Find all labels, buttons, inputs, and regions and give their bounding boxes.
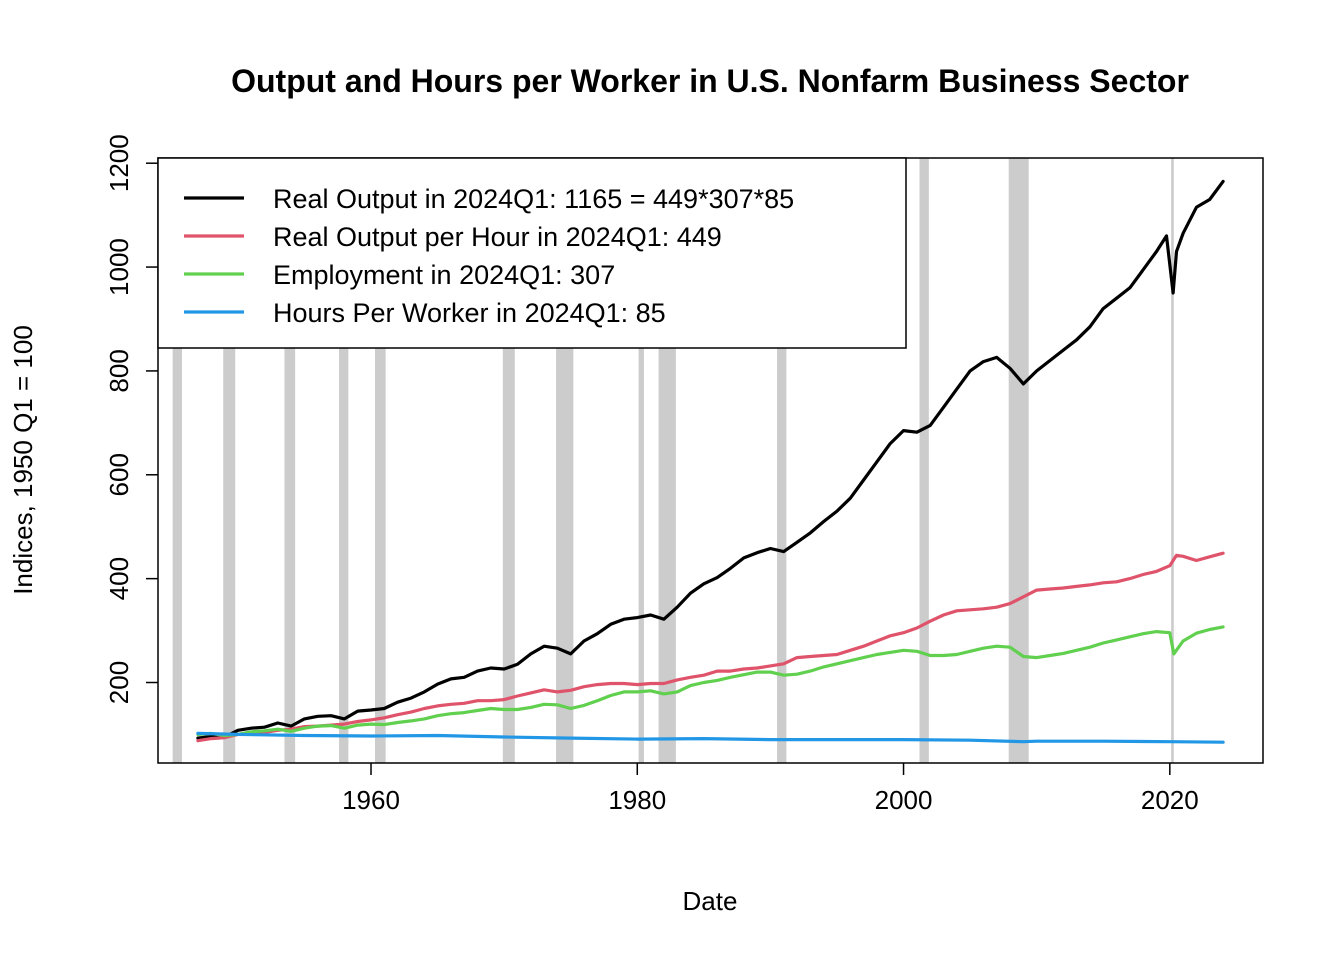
series-line-1	[196, 179, 1225, 740]
legend-entry: Hours Per Worker in 2024Q1: 85	[273, 298, 666, 328]
recession-band	[1171, 158, 1174, 763]
chart-title: Output and Hours per Worker in U.S. Nonf…	[231, 63, 1189, 99]
recession-band	[172, 158, 182, 763]
recession-band	[1008, 158, 1029, 763]
recession-band	[777, 158, 787, 763]
y-tick-label: 1200	[104, 134, 134, 192]
x-axis-title: Date	[683, 886, 738, 916]
recession-band	[223, 158, 236, 763]
y-tick-label: 600	[104, 453, 134, 496]
x-tick-label: 2000	[875, 785, 933, 815]
x-tick-label: 1960	[342, 785, 400, 815]
legend: Real Output in 2024Q1: 1165 = 449*307*85…	[157, 157, 907, 349]
recession-band	[284, 158, 296, 763]
series-line-4	[196, 731, 1225, 744]
y-tick-label: 1000	[104, 238, 134, 296]
x-axis: 1960 1980 2000 2020	[342, 763, 1199, 815]
recession-band	[339, 158, 349, 763]
y-tick-label: 400	[104, 557, 134, 600]
legend-entry: Real Output per Hour in 2024Q1: 449	[273, 222, 722, 252]
legend-entry: Employment in 2024Q1: 307	[273, 260, 615, 290]
recession-band	[375, 158, 386, 763]
series-line-3	[196, 625, 1225, 738]
series-line-2	[196, 551, 1225, 743]
series-lines	[196, 179, 1225, 744]
y-tick-label: 200	[104, 661, 134, 704]
recession-band	[919, 158, 929, 763]
x-tick-label: 2020	[1141, 785, 1199, 815]
recession-band	[638, 158, 644, 763]
legend-box	[157, 157, 907, 349]
y-tick-label: 800	[104, 349, 134, 392]
y-axis-title: Indices, 1950 Q1 = 100	[8, 325, 38, 595]
x-tick-label: 1980	[608, 785, 666, 815]
recession-band	[502, 158, 515, 763]
legend-entry: Real Output in 2024Q1: 1165 = 449*307*85	[273, 184, 794, 214]
y-axis: 200 400 600 800 1000 1200	[104, 134, 158, 704]
